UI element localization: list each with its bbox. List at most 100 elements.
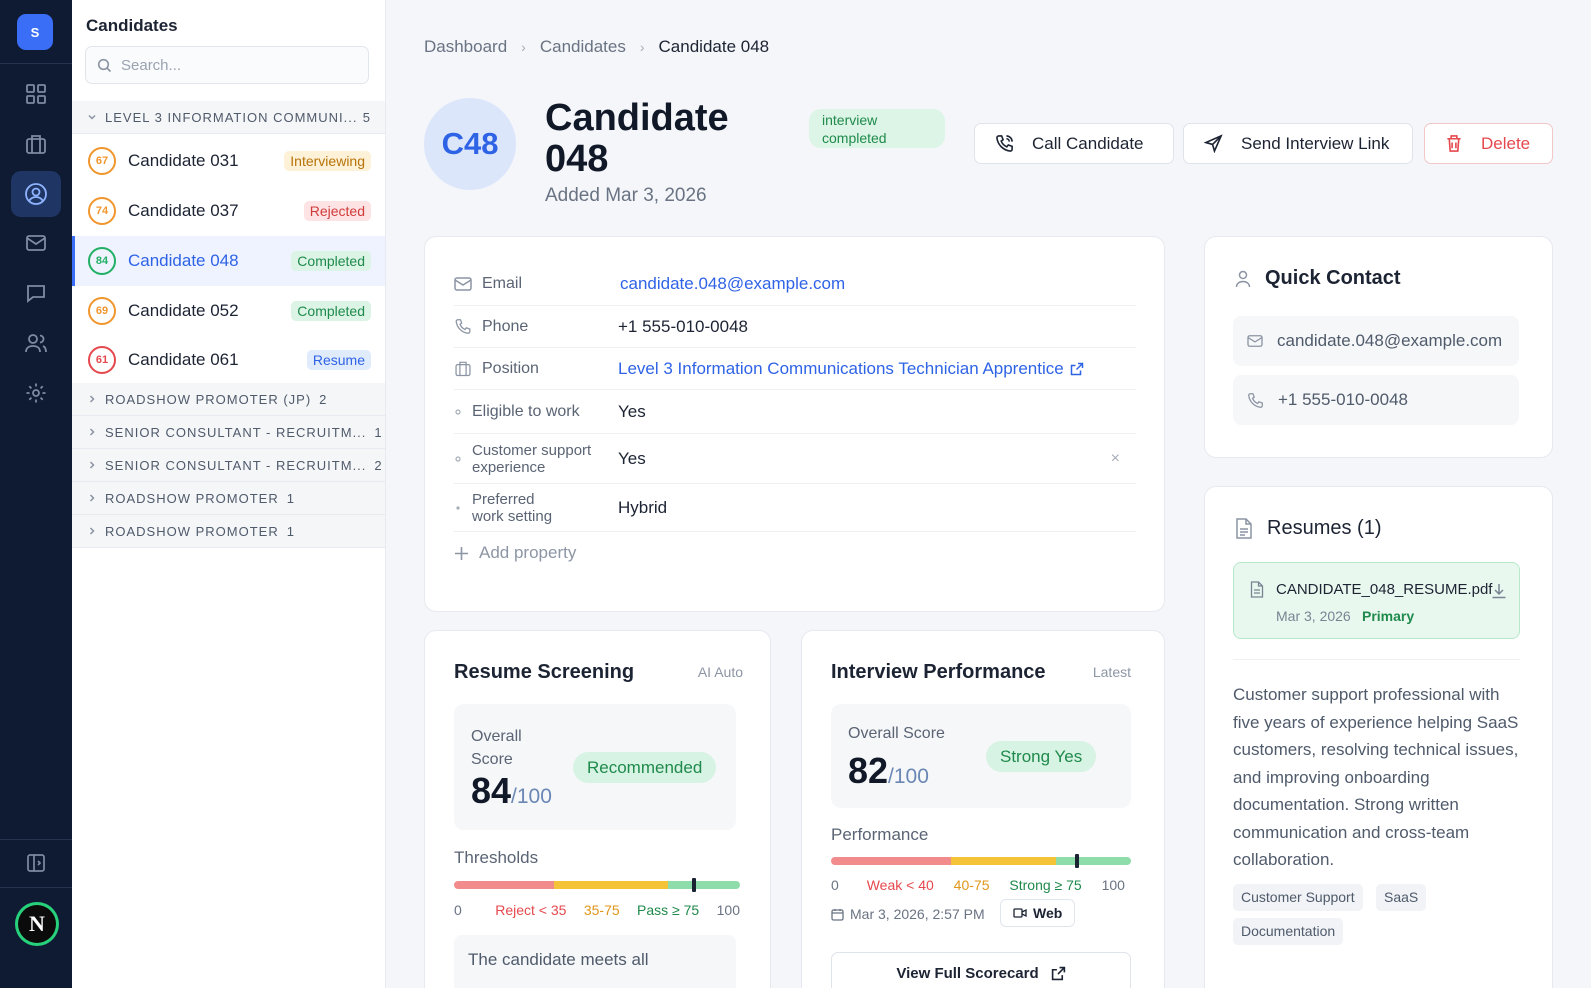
breadcrumb-current: Candidate 048 [658, 37, 770, 56]
sidebar-title: Candidates [86, 16, 178, 35]
property-key: Email [454, 275, 618, 293]
performance-ticks: 0 Weak < 40 40-75 Strong ≥ 75 100 [831, 877, 1125, 893]
candidate-list-name: Candidate 048 [128, 251, 239, 270]
candidate-list-name: Candidate 061 [128, 350, 239, 369]
group-header[interactable]: ROADSHOW PROMOTER 1 [72, 482, 385, 515]
tick-max: 100 [716, 902, 740, 918]
call-candidate-button[interactable]: Call Candidate [974, 123, 1174, 164]
remove-property-icon[interactable]: × [1110, 449, 1120, 467]
candidate-list-item[interactable]: 61 Candidate 061 Resume [72, 335, 385, 385]
search-box[interactable] [85, 46, 369, 84]
divider [1233, 659, 1520, 660]
user-initial: N [18, 905, 56, 943]
resume-file[interactable]: CANDIDATE_048_RESUME.pdf Mar 3, 2026 Pri… [1233, 562, 1520, 639]
breadcrumb-dashboard[interactable]: Dashboard [424, 37, 508, 56]
group-header[interactable]: SENIOR CONSULTANT - RECRUITM... 2 [72, 449, 385, 482]
candidate-list-item[interactable]: 67 Candidate 031 Interviewing [72, 136, 385, 186]
user-avatar[interactable]: N [15, 902, 59, 946]
dashboard-grid-icon[interactable] [11, 71, 61, 117]
trash-icon [1445, 134, 1463, 153]
property-dot-icon [454, 455, 462, 463]
search-input[interactable] [121, 56, 351, 74]
users-icon[interactable] [11, 320, 61, 366]
send-icon [1204, 134, 1223, 153]
email-link[interactable]: candidate.048@example.com [620, 273, 846, 293]
score-ring: 67 [88, 147, 116, 175]
group-header[interactable]: SENIOR CONSULTANT - RECRUITM... 1 [72, 416, 385, 449]
screening-score-label-line2: Score [471, 751, 513, 768]
group-header-open[interactable]: LEVEL 3 INFORMATION COMMUNI... 5 [72, 101, 385, 134]
settings-icon[interactable] [11, 370, 61, 416]
property-dot-icon [454, 408, 462, 416]
jobs-briefcase-icon[interactable] [11, 121, 61, 167]
quick-contact-header: Quick Contact [1235, 267, 1401, 290]
tick-min: 0 [454, 902, 462, 918]
tick-reject: Reject < 35 [495, 902, 567, 918]
quick-contact-phone[interactable]: +1 555-010-0048 [1233, 375, 1519, 425]
support-experience-value: Yes [618, 448, 646, 468]
tick-min: 0 [831, 877, 839, 893]
group-count: 2 [319, 391, 328, 407]
candidate-list-item[interactable]: 84 Candidate 048 Completed [72, 236, 385, 286]
property-row-position: Position Level 3 Information Communicati… [454, 348, 1136, 390]
status-line1: interview [822, 112, 878, 128]
app-rail: S N [0, 0, 72, 988]
collapse-sidebar-icon[interactable] [11, 840, 61, 886]
resume-primary-tag: Primary [1362, 608, 1415, 624]
score-marker [1075, 854, 1079, 868]
view-scorecard-button[interactable]: View Full Scorecard [831, 952, 1131, 988]
phone-call-icon [995, 134, 1014, 153]
calendar-icon [831, 908, 844, 921]
quick-contact-phone-text: +1 555-010-0048 [1278, 390, 1408, 409]
interview-score-max: /100 [888, 765, 929, 788]
property-key: Preferred work setting [454, 491, 618, 525]
candidates-user-circle-icon[interactable] [11, 171, 61, 217]
candidate-list-item[interactable]: 74 Candidate 037 Rejected [72, 186, 385, 236]
skill-tag: Documentation [1233, 918, 1344, 945]
mail-icon [454, 276, 472, 292]
interview-score: 82/100 [848, 750, 929, 792]
download-icon[interactable] [1491, 583, 1507, 599]
breadcrumb-candidates[interactable]: Candidates [539, 37, 626, 56]
document-icon [1235, 518, 1253, 539]
quick-contact-email[interactable]: candidate.048@example.com [1233, 316, 1519, 366]
add-property-button[interactable]: Add property [454, 543, 576, 563]
video-camera-icon [1013, 908, 1027, 918]
external-link-icon[interactable] [1070, 362, 1084, 376]
group-header[interactable]: ROADSHOW PROMOTER 1 [72, 515, 385, 548]
delete-button[interactable]: Delete [1424, 123, 1553, 164]
candidate-list-item[interactable]: 69 Candidate 052 Completed [72, 286, 385, 336]
tick-weak: Weak < 40 [866, 877, 934, 893]
mail-icon[interactable] [11, 220, 61, 266]
phone-value: +1 555-010-0048 [618, 316, 748, 336]
properties-card: Email candidate.048@example.com Phone +1… [424, 236, 1165, 612]
resume-file-name: CANDIDATE_048_RESUME.pdf [1276, 581, 1493, 598]
chat-icon[interactable] [11, 270, 61, 316]
position-link[interactable]: Level 3 Information Communications Techn… [618, 358, 1064, 378]
resume-screening-card: Resume Screening AI Auto Overall Score 8… [424, 630, 771, 988]
interview-datetime: Mar 3, 2026, 2:57 PM [831, 906, 985, 922]
resumes-title: Resumes (1) [1267, 517, 1382, 539]
resumes-card: Resumes (1) CANDIDATE_048_RESUME.pdf Mar… [1204, 486, 1553, 988]
property-key-line2: work setting [472, 507, 553, 525]
screening-score-label-line1: Overall [471, 728, 522, 745]
group-label: LEVEL 3 INFORMATION COMMUNI... [105, 109, 358, 125]
breadcrumb: Dashboard › Candidates › Candidate 048 [424, 37, 769, 57]
group-header[interactable]: ROADSHOW PROMOTER (JP) 2 [72, 383, 385, 416]
person-icon [1235, 270, 1251, 288]
interview-tag: Latest [1092, 664, 1131, 680]
call-label: Call Candidate [1032, 133, 1144, 153]
score-ring: 61 [88, 346, 116, 374]
quick-contact-email-text: candidate.048@example.com [1277, 331, 1503, 350]
property-row-phone: Phone +1 555-010-0048 [454, 306, 1136, 348]
group-label: SENIOR CONSULTANT - RECRUITM... [105, 424, 367, 440]
verdict-pill: Strong Yes [986, 741, 1097, 772]
candidate-status-badge: Rejected [303, 201, 371, 221]
chevron-right-icon: › [521, 39, 526, 55]
mail-icon [1247, 334, 1263, 348]
send-interview-link-button[interactable]: Send Interview Link [1183, 123, 1413, 164]
workspace-logo[interactable]: S [17, 14, 53, 50]
candidate-list-name: Candidate 052 [128, 301, 239, 320]
rail-divider [0, 887, 72, 888]
property-row-work-setting: Preferred work setting Hybrid [454, 484, 1136, 532]
